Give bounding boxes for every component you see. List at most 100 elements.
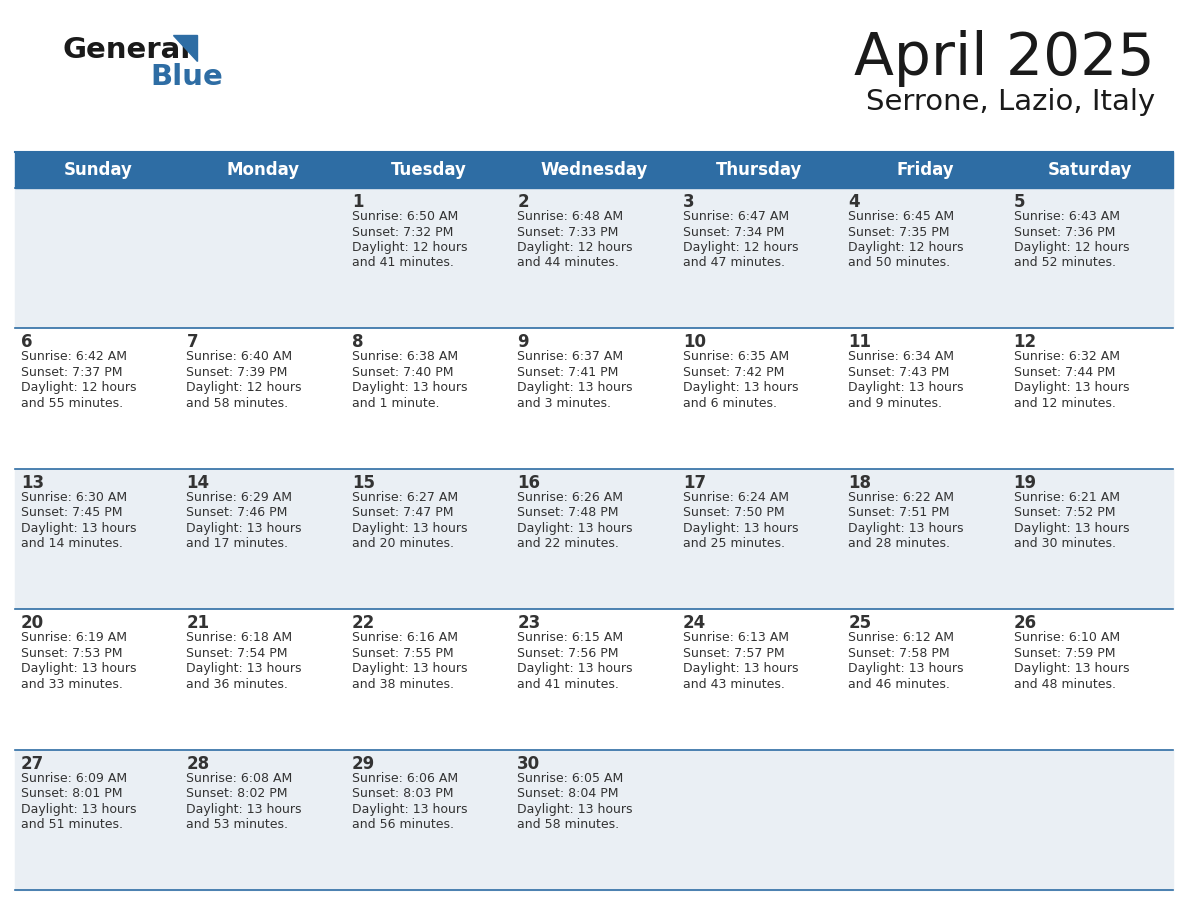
Text: Daylight: 13 hours: Daylight: 13 hours [187, 662, 302, 676]
Text: Daylight: 13 hours: Daylight: 13 hours [517, 381, 633, 395]
Text: 14: 14 [187, 474, 209, 492]
Text: Daylight: 13 hours: Daylight: 13 hours [21, 521, 137, 535]
Text: Sunrise: 6:43 AM: Sunrise: 6:43 AM [1013, 210, 1119, 223]
Text: 18: 18 [848, 474, 871, 492]
Text: Sunrise: 6:29 AM: Sunrise: 6:29 AM [187, 491, 292, 504]
Text: and 55 minutes.: and 55 minutes. [21, 397, 124, 410]
Text: Daylight: 13 hours: Daylight: 13 hours [517, 662, 633, 676]
Text: and 38 minutes.: and 38 minutes. [352, 677, 454, 690]
Text: 8: 8 [352, 333, 364, 352]
Text: 1: 1 [352, 193, 364, 211]
Text: 16: 16 [517, 474, 541, 492]
Text: Sunrise: 6:10 AM: Sunrise: 6:10 AM [1013, 632, 1120, 644]
Text: and 12 minutes.: and 12 minutes. [1013, 397, 1116, 410]
Text: Daylight: 12 hours: Daylight: 12 hours [352, 241, 467, 254]
Text: 24: 24 [683, 614, 706, 633]
Text: Sunrise: 6:19 AM: Sunrise: 6:19 AM [21, 632, 127, 644]
Text: Daylight: 13 hours: Daylight: 13 hours [848, 521, 963, 535]
Text: and 28 minutes.: and 28 minutes. [848, 537, 950, 550]
Text: Daylight: 13 hours: Daylight: 13 hours [21, 802, 137, 815]
Text: 29: 29 [352, 755, 375, 773]
Text: and 56 minutes.: and 56 minutes. [352, 818, 454, 831]
Text: Sunset: 7:52 PM: Sunset: 7:52 PM [1013, 507, 1116, 520]
Text: Daylight: 13 hours: Daylight: 13 hours [187, 521, 302, 535]
Text: Sunrise: 6:22 AM: Sunrise: 6:22 AM [848, 491, 954, 504]
Text: Sunrise: 6:05 AM: Sunrise: 6:05 AM [517, 772, 624, 785]
Text: 2: 2 [517, 193, 529, 211]
Text: Saturday: Saturday [1048, 161, 1132, 179]
Text: Daylight: 13 hours: Daylight: 13 hours [848, 662, 963, 676]
Text: and 1 minute.: and 1 minute. [352, 397, 440, 410]
Text: 3: 3 [683, 193, 694, 211]
Text: Sunrise: 6:09 AM: Sunrise: 6:09 AM [21, 772, 127, 785]
Text: and 41 minutes.: and 41 minutes. [352, 256, 454, 270]
Text: Sunrise: 6:16 AM: Sunrise: 6:16 AM [352, 632, 457, 644]
Text: Daylight: 13 hours: Daylight: 13 hours [1013, 521, 1129, 535]
Text: Sunset: 7:58 PM: Sunset: 7:58 PM [848, 646, 949, 660]
Text: and 41 minutes.: and 41 minutes. [517, 677, 619, 690]
Text: 12: 12 [1013, 333, 1037, 352]
Text: Daylight: 12 hours: Daylight: 12 hours [21, 381, 137, 395]
Polygon shape [173, 35, 197, 61]
Text: Sunrise: 6:08 AM: Sunrise: 6:08 AM [187, 772, 292, 785]
Bar [15, 469, 1173, 610]
Text: Sunrise: 6:21 AM: Sunrise: 6:21 AM [1013, 491, 1119, 504]
Text: and 58 minutes.: and 58 minutes. [187, 397, 289, 410]
Text: Daylight: 12 hours: Daylight: 12 hours [517, 241, 633, 254]
Text: Sunset: 7:47 PM: Sunset: 7:47 PM [352, 507, 454, 520]
Text: 9: 9 [517, 333, 529, 352]
Text: Sunset: 8:04 PM: Sunset: 8:04 PM [517, 787, 619, 800]
Text: Sunset: 7:32 PM: Sunset: 7:32 PM [352, 226, 454, 239]
Text: and 30 minutes.: and 30 minutes. [1013, 537, 1116, 550]
Text: 28: 28 [187, 755, 209, 773]
Text: 11: 11 [848, 333, 871, 352]
Text: General: General [62, 36, 190, 64]
Text: Sunset: 7:36 PM: Sunset: 7:36 PM [1013, 226, 1116, 239]
Text: and 53 minutes.: and 53 minutes. [187, 818, 289, 831]
Text: Sunrise: 6:45 AM: Sunrise: 6:45 AM [848, 210, 954, 223]
Text: 7: 7 [187, 333, 198, 352]
Text: Sunrise: 6:24 AM: Sunrise: 6:24 AM [683, 491, 789, 504]
Text: 19: 19 [1013, 474, 1037, 492]
Text: Sunset: 8:02 PM: Sunset: 8:02 PM [187, 787, 287, 800]
Text: Sunrise: 6:42 AM: Sunrise: 6:42 AM [21, 351, 127, 364]
Text: Tuesday: Tuesday [391, 161, 467, 179]
Text: 22: 22 [352, 614, 375, 633]
Bar [15, 329, 1173, 469]
Text: and 14 minutes.: and 14 minutes. [21, 537, 122, 550]
Text: Daylight: 13 hours: Daylight: 13 hours [352, 662, 467, 676]
Text: 27: 27 [21, 755, 44, 773]
Text: Sunrise: 6:13 AM: Sunrise: 6:13 AM [683, 632, 789, 644]
Text: Sunrise: 6:15 AM: Sunrise: 6:15 AM [517, 632, 624, 644]
Text: Sunrise: 6:06 AM: Sunrise: 6:06 AM [352, 772, 459, 785]
Text: and 9 minutes.: and 9 minutes. [848, 397, 942, 410]
Text: Daylight: 12 hours: Daylight: 12 hours [683, 241, 798, 254]
Text: Sunset: 7:57 PM: Sunset: 7:57 PM [683, 646, 784, 660]
Bar [15, 750, 1173, 890]
Text: and 43 minutes.: and 43 minutes. [683, 677, 784, 690]
Text: 30: 30 [517, 755, 541, 773]
Text: and 25 minutes.: and 25 minutes. [683, 537, 785, 550]
Text: Sunset: 7:56 PM: Sunset: 7:56 PM [517, 646, 619, 660]
Text: Sunset: 7:59 PM: Sunset: 7:59 PM [1013, 646, 1116, 660]
Text: Sunday: Sunday [63, 161, 132, 179]
Text: Sunset: 7:33 PM: Sunset: 7:33 PM [517, 226, 619, 239]
Text: 23: 23 [517, 614, 541, 633]
Text: Blue: Blue [150, 63, 223, 91]
Text: Monday: Monday [227, 161, 299, 179]
Text: Sunrise: 6:18 AM: Sunrise: 6:18 AM [187, 632, 292, 644]
Text: Sunset: 7:45 PM: Sunset: 7:45 PM [21, 507, 122, 520]
Text: Sunset: 7:48 PM: Sunset: 7:48 PM [517, 507, 619, 520]
Text: Sunrise: 6:30 AM: Sunrise: 6:30 AM [21, 491, 127, 504]
Text: and 22 minutes.: and 22 minutes. [517, 537, 619, 550]
Text: Sunrise: 6:12 AM: Sunrise: 6:12 AM [848, 632, 954, 644]
Text: Sunset: 8:01 PM: Sunset: 8:01 PM [21, 787, 122, 800]
Text: 5: 5 [1013, 193, 1025, 211]
Text: and 46 minutes.: and 46 minutes. [848, 677, 950, 690]
Text: and 52 minutes.: and 52 minutes. [1013, 256, 1116, 270]
Text: Daylight: 13 hours: Daylight: 13 hours [352, 521, 467, 535]
Text: and 50 minutes.: and 50 minutes. [848, 256, 950, 270]
Text: Sunset: 7:42 PM: Sunset: 7:42 PM [683, 366, 784, 379]
Text: 13: 13 [21, 474, 44, 492]
Text: Sunrise: 6:37 AM: Sunrise: 6:37 AM [517, 351, 624, 364]
